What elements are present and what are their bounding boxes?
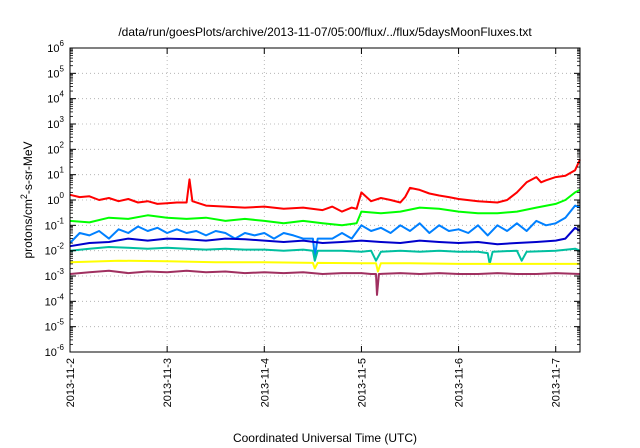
y-tick-label: 100 — [47, 191, 64, 207]
y-tick-label-exp: 2 — [60, 140, 65, 149]
y-tick-label: 10-4 — [45, 292, 65, 308]
x-axis-label: Coordinated Universal Time (UTC) — [233, 431, 417, 445]
x-tick-label: 2013-11-2 — [65, 358, 77, 407]
y-tick-label-base: 10 — [47, 68, 59, 80]
series-line-6 — [69, 259, 580, 273]
series-group — [69, 158, 581, 296]
y-tick-label: 10-5 — [45, 318, 65, 334]
y-tick-label-exp: 0 — [60, 191, 65, 200]
y-tick-label-exp: 5 — [60, 64, 65, 73]
y-tick-label-base: 10 — [47, 94, 59, 106]
y-tick-label: 105 — [47, 64, 64, 80]
y-tick-label-base: 10 — [47, 119, 59, 131]
y-tick-label-exp: -4 — [57, 292, 65, 301]
y-tick-label: 103 — [47, 115, 64, 131]
y-axis: 10-610-510-410-310-210-11001011021031041… — [45, 39, 580, 359]
y-tick-label-base: 10 — [47, 195, 59, 207]
x-tick-label: 2013-11-5 — [356, 358, 368, 407]
y-tick-label-exp: -2 — [57, 242, 65, 251]
y-tick-label-base: 10 — [45, 220, 57, 232]
series-line-5 — [69, 246, 581, 265]
y-tick-label-base: 10 — [45, 246, 57, 258]
x-tick-label: 2013-11-7 — [551, 358, 563, 407]
y-tick-label-exp: -6 — [57, 343, 65, 352]
y-tick-label-base: 10 — [45, 296, 57, 308]
y-tick-label-exp: 1 — [60, 166, 65, 175]
y-tick-label: 101 — [47, 166, 64, 182]
y-axis-label-sup: 2 — [19, 194, 29, 199]
y-tick-label: 106 — [47, 39, 64, 55]
chart-title: /data/run/goesPlots/archive/2013-11-07/0… — [118, 25, 532, 39]
y-tick-label: 10-3 — [45, 267, 65, 283]
y-tick-label: 10-2 — [45, 242, 65, 258]
y-tick-label-exp: -3 — [57, 267, 65, 276]
y-tick-label-base: 10 — [47, 144, 59, 156]
x-axis: 2013-11-2 2013-11-3 2013-11-4 2013-11-5 2013… — [65, 48, 563, 407]
series-line-7 — [69, 269, 581, 296]
y-tick-label: 10-6 — [45, 343, 65, 359]
y-axis-label-suffix: -s-sr-MeV — [21, 141, 35, 194]
y-axis-label: protons/cm2-s-sr-MeV — [19, 141, 35, 258]
y-tick-label-base: 10 — [47, 170, 59, 182]
y-tick-label: 102 — [47, 140, 64, 156]
x-tick-label: 2013-11-4 — [259, 358, 271, 407]
series-line-4 — [69, 226, 581, 248]
y-tick-label-base: 10 — [47, 43, 59, 55]
y-tick-label: 10-1 — [45, 216, 65, 232]
y-tick-label-base: 10 — [45, 347, 57, 359]
series-line-3 — [69, 204, 581, 258]
y-tick-label-exp: -5 — [57, 318, 65, 327]
y-tick-label-exp: 3 — [60, 115, 65, 124]
y-axis-label-prefix: protons/cm — [21, 199, 35, 258]
y-tick-label-exp: -1 — [57, 216, 65, 225]
y-tick-label-base: 10 — [45, 322, 57, 334]
x-tick-label: 2013-11-3 — [162, 358, 174, 407]
x-tick-label: 2013-11-6 — [454, 358, 466, 407]
y-tick-label-exp: 6 — [60, 39, 65, 48]
series-line-1 — [69, 158, 581, 213]
y-tick-label: 104 — [47, 90, 64, 106]
y-tick-label-base: 10 — [45, 271, 57, 283]
y-tick-label-exp: 4 — [60, 90, 65, 99]
series-line-2 — [69, 189, 581, 227]
